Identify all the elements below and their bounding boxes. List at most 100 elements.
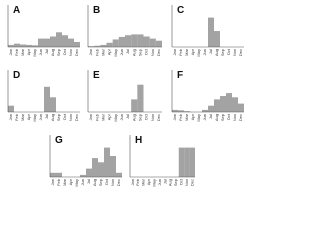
bar: [208, 105, 214, 112]
bar: [149, 38, 156, 47]
x-tick-label: Nov: [68, 114, 73, 121]
bar: [178, 110, 184, 112]
x-tick-label: Mar: [184, 113, 189, 121]
bar: [106, 42, 113, 47]
x-tick-label: Jul: [162, 179, 167, 184]
bar: [32, 45, 38, 47]
bar: [50, 97, 56, 112]
x-tick-label: Nov: [232, 114, 237, 121]
x-tick-label: Jul: [44, 49, 49, 54]
bar: [125, 35, 132, 47]
bar: [8, 105, 14, 112]
bar: [80, 174, 86, 177]
panel-title: A: [13, 5, 20, 16]
x-tick-label: Jul: [208, 49, 213, 54]
panel-title: D: [13, 70, 20, 81]
x-tick-label: Aug: [50, 49, 55, 56]
x-tick-label: Jun: [202, 114, 207, 120]
bar: [178, 147, 185, 177]
x-tick-label: Mar: [62, 178, 67, 186]
bar: [202, 109, 208, 112]
bar: [214, 99, 220, 112]
x-tick-label: May: [32, 114, 37, 122]
x-tick-label: Jan: [88, 49, 93, 55]
bar: [44, 38, 50, 47]
x-tick-label: Apr: [190, 113, 195, 120]
bar: [86, 168, 92, 177]
panel-title: E: [93, 70, 100, 81]
x-tick-label: Aug: [92, 179, 97, 186]
bar: [88, 46, 95, 47]
x-tick-label: Mar: [20, 113, 25, 121]
x-tick-label: Aug: [50, 114, 55, 121]
x-tick-label: Jul: [208, 114, 213, 119]
bar: [155, 40, 162, 47]
x-tick-label: Oct: [104, 178, 109, 185]
x-tick-label: May: [32, 49, 37, 57]
bar: [116, 172, 122, 177]
x-tick-label: Mar: [184, 48, 189, 56]
x-tick-label: Sep: [137, 48, 142, 56]
x-tick-label: Feb: [94, 48, 99, 56]
bar: [184, 111, 190, 112]
x-tick-label: Sep: [137, 113, 142, 121]
x-tick-label: Aug: [214, 114, 219, 121]
panel-title: C: [177, 5, 184, 16]
x-tick-label: Dec: [238, 49, 243, 56]
x-tick-label: Jun: [157, 179, 162, 185]
x-tick-label: Feb: [14, 48, 19, 56]
x-tick-label: Dec: [238, 114, 243, 121]
figure: Jan Feb Mar Apr May Jun Jul Aug Sep Oct Nov DecAJan…: [7, 5, 244, 187]
bar: [56, 172, 62, 177]
x-tick-label: Feb: [178, 48, 183, 56]
x-tick-label: Aug: [214, 49, 219, 56]
bar: [50, 172, 56, 177]
bar: [98, 162, 104, 177]
x-tick-label: Oct: [179, 178, 184, 185]
x-tick-label: Oct: [226, 48, 231, 55]
x-tick-label: Feb: [178, 113, 183, 121]
x-tick-label: Jul: [44, 114, 49, 119]
x-tick-label: Apr: [26, 113, 31, 120]
panel-title: H: [135, 135, 142, 146]
bar: [184, 147, 190, 177]
x-tick-label: Jan: [8, 49, 13, 55]
x-tick-label: Apr: [26, 48, 31, 55]
x-tick-label: Jul: [125, 49, 130, 54]
x-tick-label: Nov: [110, 179, 115, 186]
x-tick-label: Apr: [190, 48, 195, 55]
x-tick-label: Sep: [56, 48, 61, 56]
x-tick-label: Nov: [184, 179, 189, 186]
x-tick-label: Jan: [172, 114, 177, 120]
x-tick-label: Sep: [56, 113, 61, 121]
x-tick-label: Oct: [144, 48, 149, 55]
x-tick-label: Oct: [62, 48, 67, 55]
bar: [50, 36, 56, 47]
x-tick-label: Mar: [141, 178, 146, 186]
x-tick-label: Mar: [100, 48, 105, 56]
panel-title: F: [177, 70, 183, 81]
bar: [172, 109, 178, 112]
x-tick-label: Feb: [56, 178, 61, 186]
x-tick-label: May: [74, 179, 79, 187]
x-tick-label: Jun: [38, 114, 43, 120]
x-tick-label: Jan: [88, 114, 93, 120]
x-tick-label: May: [113, 114, 118, 122]
x-tick-label: Dec: [74, 49, 79, 56]
x-tick-label: May: [196, 49, 201, 57]
bar: [104, 147, 110, 177]
x-tick-label: Apr: [107, 48, 112, 55]
x-tick-label: Jul: [125, 114, 130, 119]
bar: [74, 41, 80, 47]
bar: [220, 96, 226, 112]
x-tick-label: Feb: [94, 113, 99, 121]
bar: [214, 31, 220, 47]
x-tick-label: Apr: [146, 178, 151, 185]
x-tick-label: May: [113, 49, 118, 57]
x-tick-label: Jun: [38, 49, 43, 55]
bar: [137, 34, 144, 47]
x-tick-label: Dec: [156, 114, 161, 121]
x-tick-label: Dec: [74, 114, 79, 121]
panel-title: G: [55, 135, 63, 146]
bar: [44, 86, 50, 112]
